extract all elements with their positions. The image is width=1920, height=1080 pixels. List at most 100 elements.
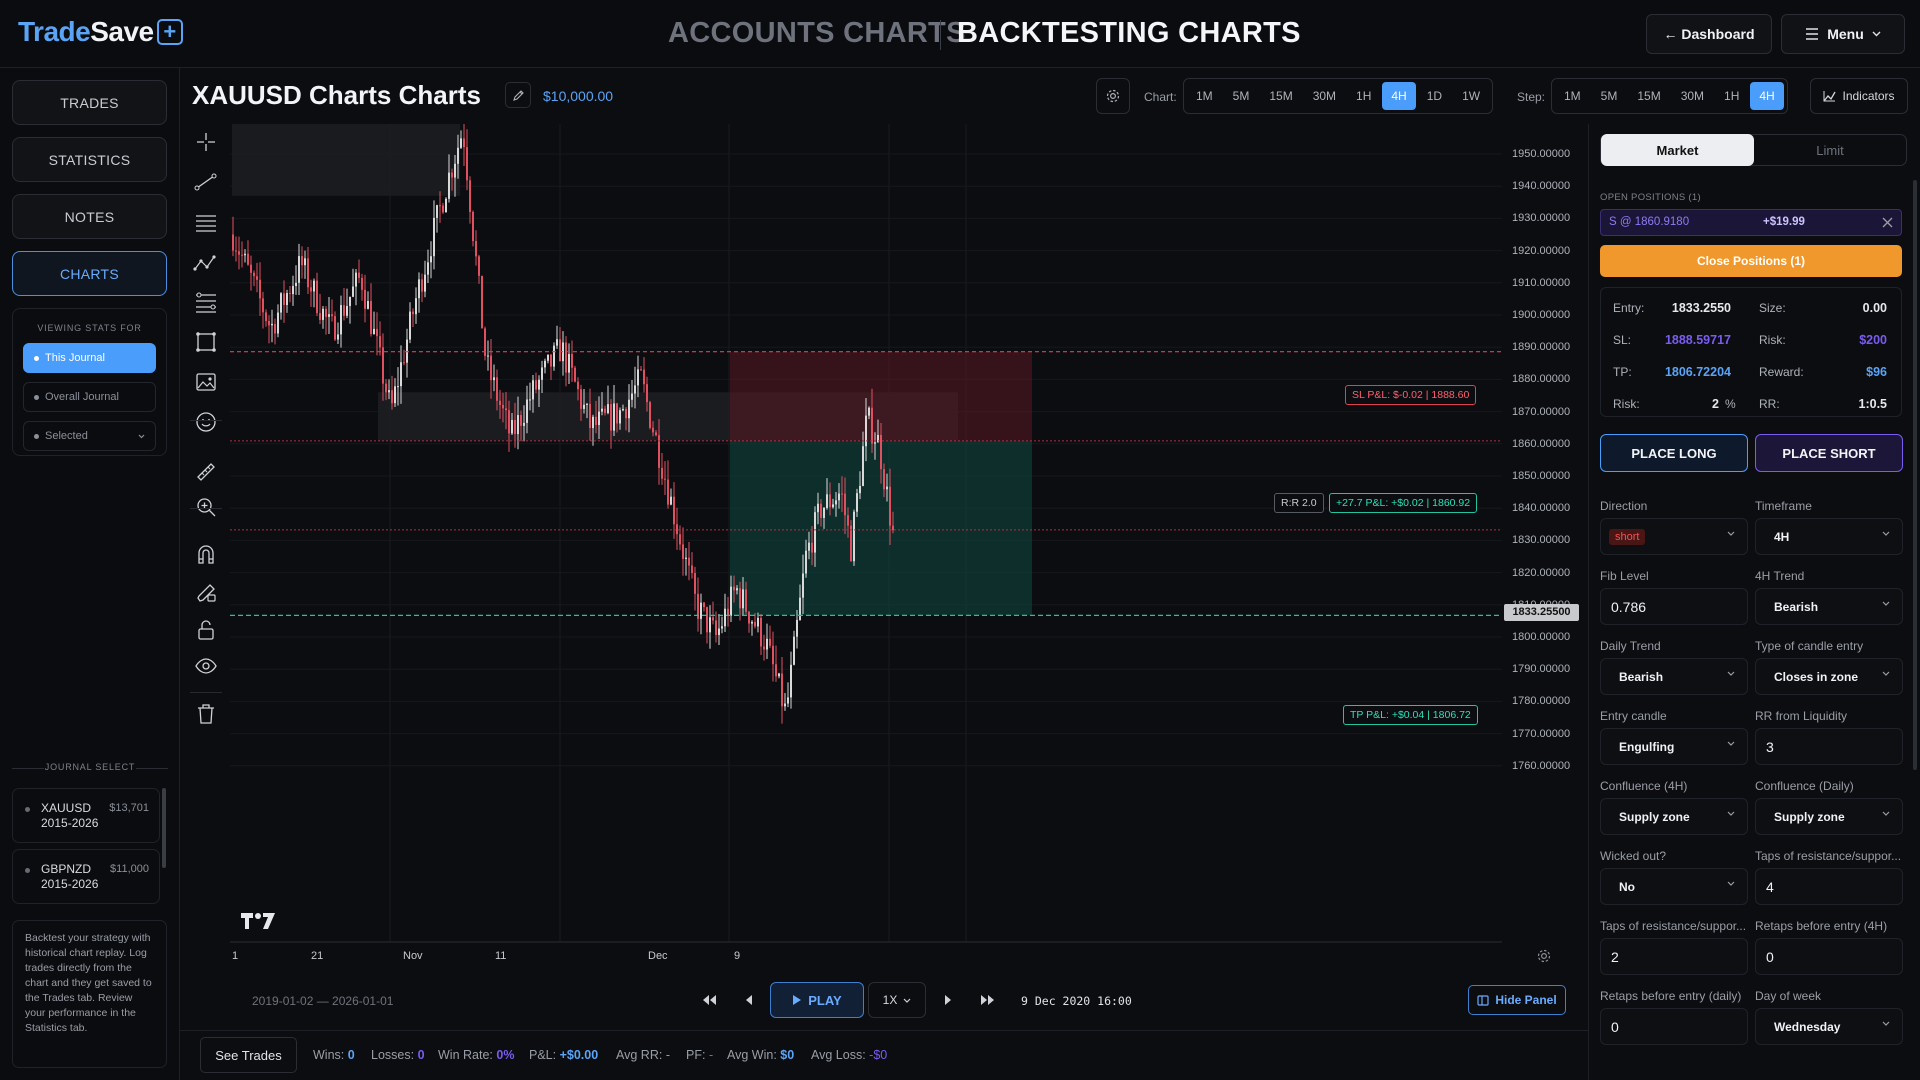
date-range: 2019-01-02 — 2026-01-01 bbox=[252, 994, 394, 1008]
candle-body bbox=[475, 241, 477, 257]
field-input[interactable]: 0.786 bbox=[1600, 588, 1748, 625]
play-button[interactable]: PLAY bbox=[770, 982, 864, 1018]
chart-timeframe-5m[interactable]: 5M bbox=[1232, 89, 1250, 103]
chart-settings-button[interactable] bbox=[1096, 78, 1130, 114]
stat-losses: Losses: 0 bbox=[371, 1048, 425, 1062]
candle-body bbox=[373, 328, 375, 334]
panel-scrollbar[interactable] bbox=[1913, 180, 1917, 770]
step-forward-button[interactable] bbox=[931, 982, 965, 1018]
rectangle-tool[interactable] bbox=[190, 326, 222, 358]
field-select[interactable]: Supply zone bbox=[1600, 798, 1748, 835]
viewing-option-overall-journal[interactable]: Overall Journal bbox=[23, 382, 156, 412]
chart-timeframe-4h[interactable]: 4H bbox=[1382, 82, 1416, 110]
drawing-mode-tool[interactable] bbox=[190, 576, 222, 608]
visibility-tool[interactable] bbox=[190, 650, 222, 682]
entry-label[interactable]: +27.7 P&L: +$0.02 | 1860.92 bbox=[1329, 493, 1478, 513]
horizontal-lines-tool[interactable] bbox=[190, 206, 222, 238]
step-timeframe-1m[interactable]: 1M bbox=[1564, 89, 1581, 103]
step-timeframe-30m[interactable]: 30M bbox=[1680, 89, 1705, 103]
pattern-tool[interactable] bbox=[190, 246, 222, 278]
see-trades-button[interactable]: See Trades bbox=[200, 1037, 297, 1073]
chart-timeframe-1w[interactable]: 1W bbox=[1462, 89, 1481, 103]
field-select[interactable]: Bearish bbox=[1755, 588, 1903, 625]
hide-panel-button[interactable]: Hide Panel bbox=[1468, 985, 1566, 1015]
field-select[interactable]: Bearish bbox=[1600, 658, 1748, 695]
open-position-row[interactable]: S @ 1860.9180 +$19.99 bbox=[1600, 209, 1902, 236]
indicators-button[interactable]: Indicators bbox=[1810, 78, 1908, 114]
chart-timeframe-label: Chart: bbox=[1144, 90, 1177, 104]
nav-notes[interactable]: NOTES bbox=[12, 194, 167, 239]
magnet-tool[interactable] bbox=[190, 538, 222, 570]
chart-timeframe-1h[interactable]: 1H bbox=[1356, 89, 1372, 103]
dashboard-button[interactable]: ← Dashboard bbox=[1646, 14, 1772, 54]
place-short-button[interactable]: PLACE SHORT bbox=[1755, 434, 1903, 472]
candle-body bbox=[748, 611, 750, 624]
candlestick-chart[interactable] bbox=[230, 124, 1502, 944]
stop-loss-label[interactable]: SL P&L: $-0.02 | 1888.60 bbox=[1345, 385, 1477, 405]
candle-body bbox=[883, 469, 885, 490]
nav-statistics[interactable]: STATISTICS bbox=[12, 137, 167, 182]
lock-tool[interactable] bbox=[190, 614, 222, 646]
field-select[interactable]: Closes in zone bbox=[1755, 658, 1903, 695]
menu-button[interactable]: Menu bbox=[1781, 14, 1905, 54]
step-timeframe-5m[interactable]: 5M bbox=[1600, 89, 1618, 103]
nav-charts[interactable]: CHARTS bbox=[12, 251, 167, 296]
tab-limit[interactable]: Limit bbox=[1816, 142, 1844, 158]
price-tick-label: 1780.00000 bbox=[1512, 695, 1571, 708]
candle-body bbox=[496, 377, 498, 401]
close-positions-button[interactable]: Close Positions (1) bbox=[1600, 245, 1902, 277]
step-timeframe-1h[interactable]: 1H bbox=[1724, 89, 1740, 103]
field-select[interactable]: Wednesday bbox=[1755, 1008, 1903, 1045]
risk-percent-input[interactable]: 2 bbox=[1712, 397, 1719, 411]
viewing-option-this-journal[interactable]: This Journal bbox=[23, 343, 156, 373]
chart-timeframe-30m[interactable]: 30M bbox=[1312, 89, 1337, 103]
chart-timeframe-15m[interactable]: 15M bbox=[1269, 89, 1293, 103]
crosshair-tool[interactable] bbox=[190, 126, 222, 158]
pencil-icon bbox=[512, 89, 524, 101]
tradesave-logo[interactable]: TradeSave + bbox=[18, 16, 183, 48]
field-input[interactable]: 3 bbox=[1755, 728, 1903, 765]
candle-body bbox=[478, 256, 480, 276]
chart-timeframe-1m[interactable]: 1M bbox=[1196, 89, 1213, 103]
field-input[interactable]: 2 bbox=[1600, 938, 1748, 975]
emoji-tool[interactable] bbox=[190, 406, 222, 438]
field-select[interactable]: Engulfing bbox=[1600, 728, 1748, 765]
candle-body bbox=[307, 258, 309, 288]
tab-backtesting-charts[interactable]: BACKTESTING CHARTS bbox=[957, 17, 1301, 49]
journal-item[interactable]: XAUUSD 2015-2026 $13,701 bbox=[12, 788, 160, 843]
viewing-option-selected[interactable]: Selected bbox=[23, 421, 156, 451]
ruler-tool[interactable] bbox=[190, 456, 222, 488]
jump-start-button[interactable] bbox=[692, 982, 726, 1018]
delete-drawings-tool[interactable] bbox=[190, 698, 222, 730]
size-key: Size: bbox=[1759, 301, 1786, 315]
zoom-tool[interactable] bbox=[190, 491, 222, 523]
field-select[interactable]: short bbox=[1600, 518, 1748, 555]
field-select[interactable]: No bbox=[1600, 868, 1748, 905]
nav-trades[interactable]: TRADES bbox=[12, 80, 167, 125]
step-timeframe-15m[interactable]: 15M bbox=[1637, 89, 1661, 103]
take-profit-label[interactable]: TP P&L: +$0.04 | 1806.72 bbox=[1343, 705, 1478, 725]
trendline-tool[interactable] bbox=[190, 166, 222, 198]
tab-accounts-charts[interactable]: ACCOUNTS CHARTS bbox=[668, 17, 966, 49]
step-back-button[interactable] bbox=[732, 982, 766, 1018]
candle-body bbox=[754, 621, 756, 627]
speed-select[interactable]: 1X bbox=[868, 982, 926, 1018]
edit-title-button[interactable] bbox=[505, 82, 531, 108]
journal-scrollbar[interactable] bbox=[162, 788, 166, 868]
axis-settings-button[interactable] bbox=[1536, 948, 1552, 969]
field-input[interactable]: 0 bbox=[1755, 938, 1903, 975]
fib-tool[interactable] bbox=[190, 286, 222, 318]
field-input[interactable]: 4 bbox=[1755, 868, 1903, 905]
journal-symbol: XAUUSD bbox=[41, 801, 92, 815]
step-timeframe-4h[interactable]: 4H bbox=[1750, 82, 1784, 110]
field-select[interactable]: Supply zone bbox=[1755, 798, 1903, 835]
jump-end-button[interactable] bbox=[971, 982, 1005, 1018]
field-select[interactable]: 4H bbox=[1755, 518, 1903, 555]
field-input[interactable]: 0 bbox=[1600, 1008, 1748, 1045]
place-long-button[interactable]: PLACE LONG bbox=[1600, 434, 1748, 472]
journal-item[interactable]: GBPNZD 2015-2026 $11,000 bbox=[12, 849, 160, 904]
close-icon[interactable] bbox=[1882, 217, 1893, 228]
tab-market[interactable]: Market bbox=[1601, 134, 1754, 166]
image-tool[interactable] bbox=[190, 366, 222, 398]
chart-timeframe-1d[interactable]: 1D bbox=[1426, 89, 1443, 103]
